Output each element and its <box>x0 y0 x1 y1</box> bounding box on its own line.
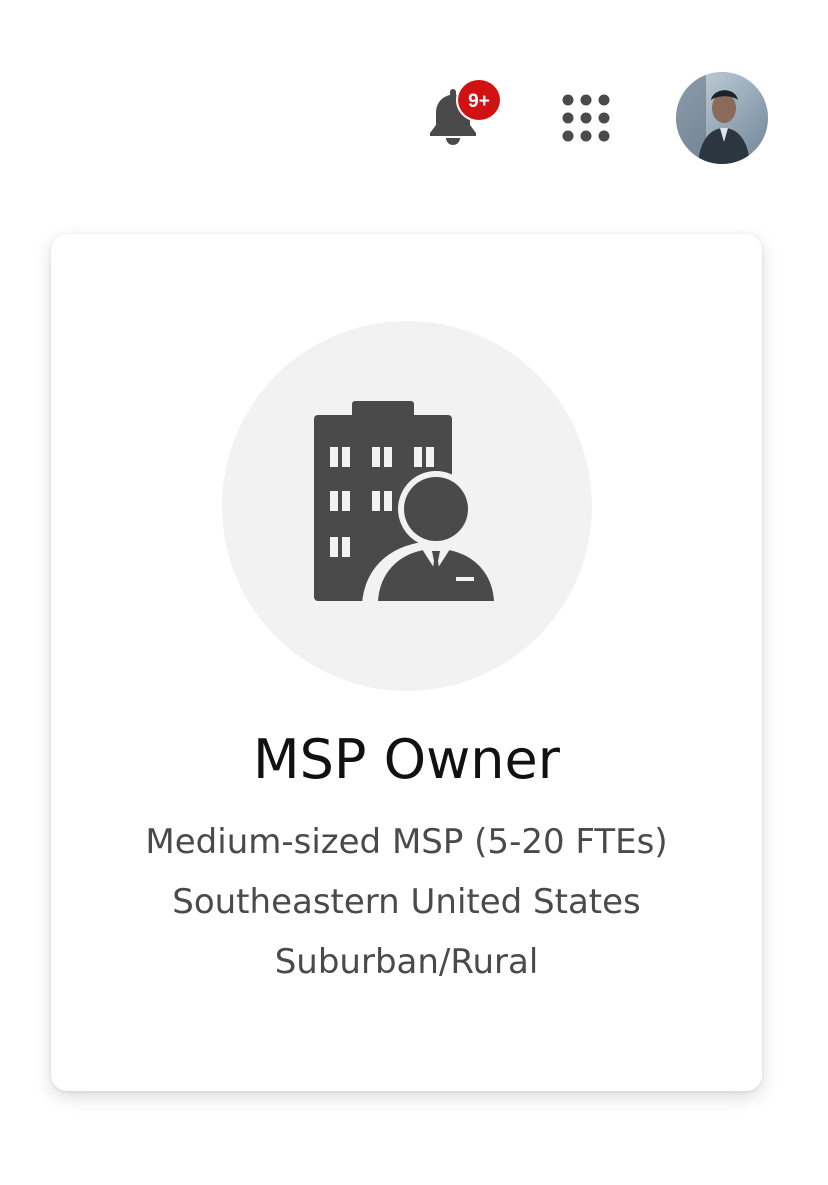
user-avatar[interactable] <box>676 72 768 164</box>
notification-count-badge: 9+ <box>456 78 502 122</box>
apps-menu-button[interactable] <box>560 92 612 144</box>
persona-detail-company-size: Medium-sized MSP (5-20 FTEs) <box>145 822 668 862</box>
top-bar: 9+ <box>0 0 828 200</box>
persona-detail-area-type: Suburban/Rural <box>274 942 539 982</box>
persona-card: MSP Owner Medium-sized MSP (5-20 FTEs) S… <box>51 234 762 1091</box>
user-photo <box>676 72 768 164</box>
persona-detail-region: Southeastern United States <box>172 882 641 922</box>
persona-title: MSP Owner <box>253 728 560 791</box>
persona-icon-circle <box>222 321 592 691</box>
apps-grid-icon <box>562 94 610 142</box>
building-with-businessman-icon <box>314 401 510 605</box>
persona-details: Medium-sized MSP (5-20 FTEs) Southeaster… <box>51 812 762 992</box>
